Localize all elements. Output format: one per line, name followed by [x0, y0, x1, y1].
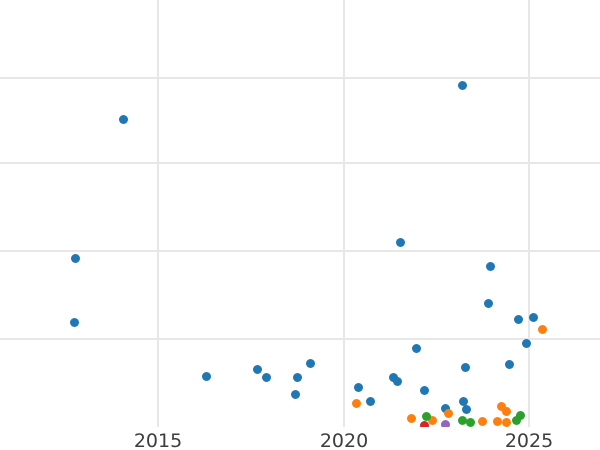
- data-point-blue: [457, 80, 467, 90]
- data-point-orange: [351, 398, 361, 408]
- data-point-blue: [528, 312, 538, 322]
- data-point-blue: [483, 298, 493, 308]
- v-gridline: [343, 0, 345, 427]
- data-point-blue: [290, 389, 300, 399]
- data-point-blue: [521, 338, 531, 348]
- data-point-blue: [461, 404, 471, 414]
- data-point-blue: [252, 364, 262, 374]
- x-tick-label: 2020: [319, 430, 369, 450]
- data-point-orange: [501, 406, 511, 416]
- data-point-green: [421, 411, 431, 421]
- data-point-blue: [70, 253, 80, 263]
- data-point-orange: [501, 417, 511, 427]
- data-point-green: [457, 415, 467, 425]
- data-point-blue: [201, 371, 211, 381]
- plot-area: [0, 0, 600, 427]
- h-gridline: [0, 77, 600, 79]
- data-point-orange: [406, 413, 416, 423]
- data-point-blue: [395, 237, 405, 247]
- v-gridline: [528, 0, 530, 427]
- data-point-blue: [460, 362, 470, 372]
- data-point-orange: [427, 415, 437, 425]
- data-point-orange: [477, 416, 487, 426]
- data-point-blue: [69, 317, 79, 327]
- data-point-green: [515, 410, 525, 420]
- x-tick-label: 2025: [504, 430, 554, 450]
- data-point-blue: [485, 261, 495, 271]
- h-gridline: [0, 162, 600, 164]
- data-point-blue: [305, 358, 315, 368]
- data-point-purple: [440, 419, 450, 427]
- x-tick-label: 2015: [133, 430, 183, 450]
- v-gridline: [157, 0, 159, 427]
- data-point-red: [419, 420, 429, 427]
- data-point-blue: [353, 382, 363, 392]
- data-point-blue: [440, 403, 450, 413]
- data-point-green: [465, 417, 475, 427]
- data-point-blue: [392, 376, 402, 386]
- data-point-orange: [496, 401, 506, 411]
- data-point-blue: [513, 314, 523, 324]
- data-point-blue: [292, 372, 302, 382]
- data-point-green: [511, 415, 521, 425]
- data-point-blue: [411, 343, 421, 353]
- data-point-blue: [365, 396, 375, 406]
- data-point-blue: [118, 114, 128, 124]
- data-point-orange: [537, 324, 547, 334]
- data-point-blue: [419, 385, 429, 395]
- h-gridline: [0, 338, 600, 340]
- data-point-orange: [492, 416, 502, 426]
- data-point-blue: [388, 372, 398, 382]
- h-gridline: [0, 250, 600, 252]
- data-point-blue: [458, 396, 468, 406]
- data-point-blue: [504, 359, 514, 369]
- data-point-blue: [261, 372, 271, 382]
- data-point-orange: [443, 408, 453, 418]
